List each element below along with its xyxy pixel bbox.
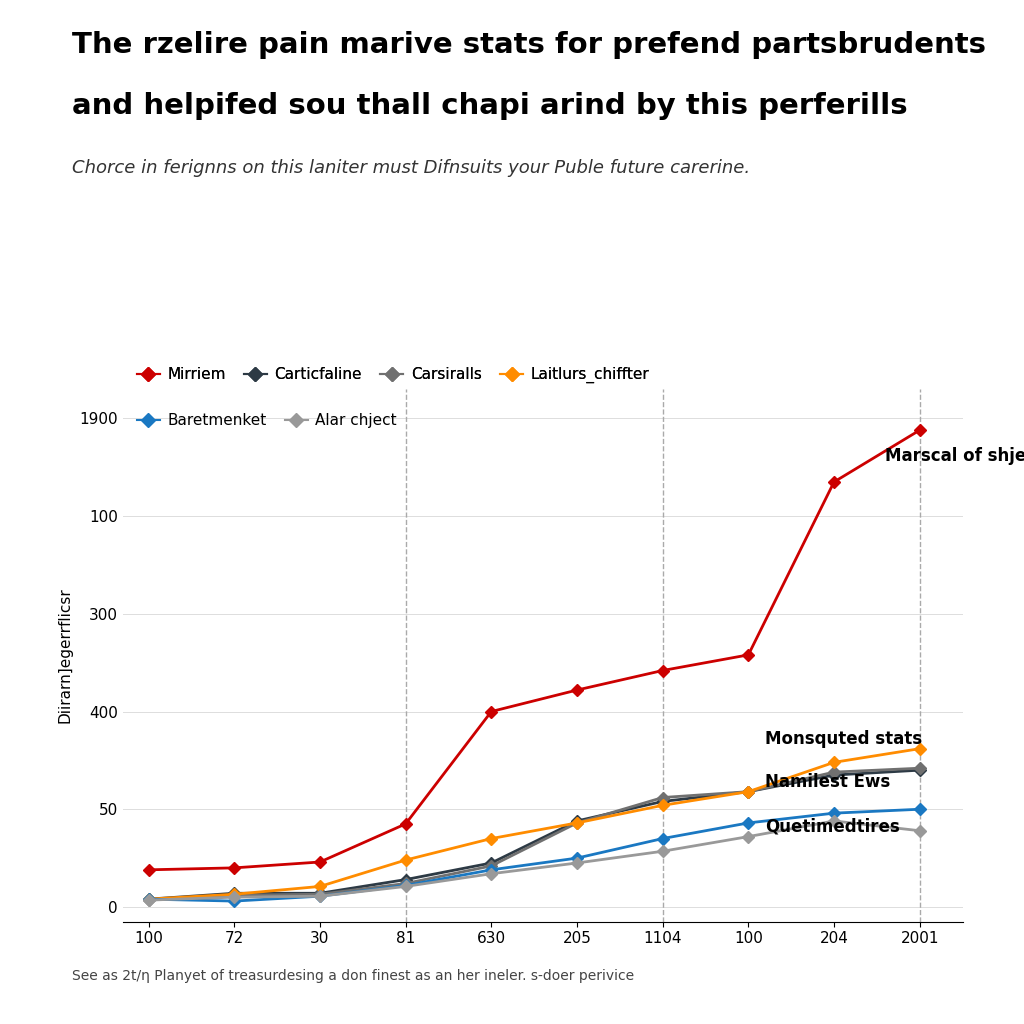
Line: Laitlurs_chiffter: Laitlurs_chiffter [144, 744, 924, 903]
Text: See as 2t/η Planyet of treasurdesing a don finest as an her ineler. s-doer periv: See as 2t/η Planyet of treasurdesing a d… [72, 969, 634, 983]
Carsiralls [913, 762, 926, 774]
Mirriem [827, 476, 840, 488]
Line: Carticfaline: Carticfaline [144, 766, 924, 903]
Text: Chorce in ferignns on this laniter must Difnsuits your Puble future carerine.: Chorce in ferignns on this laniter must … [72, 159, 750, 177]
Alar chject [142, 894, 155, 906]
Laitlurs_chiffter [656, 799, 669, 811]
Carsiralls [656, 792, 669, 804]
Alar chject [313, 890, 326, 902]
Carticfaline [228, 887, 241, 899]
Laitlurs_chiffter [742, 785, 755, 798]
Baretmenket [228, 895, 241, 907]
Mirriem [485, 706, 498, 718]
Carticfaline [142, 893, 155, 905]
Carsiralls [142, 894, 155, 906]
Mirriem [313, 856, 326, 868]
Baretmenket [742, 817, 755, 829]
Line: Carsiralls: Carsiralls [144, 764, 924, 904]
Mirriem [570, 684, 583, 696]
Carticfaline [656, 796, 669, 808]
Baretmenket [313, 890, 326, 902]
Laitlurs_chiffter [228, 888, 241, 900]
Carticfaline [913, 764, 926, 776]
Legend: Baretmenket, Alar chject: Baretmenket, Alar chject [130, 407, 403, 434]
Carticfaline [827, 769, 840, 781]
Y-axis label: Diirarn]egerrflicsr: Diirarn]egerrflicsr [57, 588, 73, 723]
Alar chject [485, 867, 498, 880]
Baretmenket [827, 807, 840, 819]
Text: The rzelire pain marive stats for prefend partsbrudents: The rzelire pain marive stats for prefen… [72, 31, 986, 58]
Carsiralls [485, 860, 498, 872]
Alar chject [742, 830, 755, 843]
Carsiralls [570, 817, 583, 829]
Carticfaline [485, 857, 498, 869]
Mirriem [228, 862, 241, 874]
Mirriem [913, 424, 926, 436]
Laitlurs_chiffter [142, 893, 155, 905]
Baretmenket [913, 803, 926, 815]
Mirriem [656, 665, 669, 677]
Legend: Mirriem, Carticfaline, Carsiralls, Laitlurs_chiffter: Mirriem, Carticfaline, Carsiralls, Laitl… [130, 360, 655, 389]
Mirriem [399, 818, 412, 830]
Line: Baretmenket: Baretmenket [144, 805, 924, 905]
Line: Alar chject: Alar chject [144, 817, 924, 904]
Laitlurs_chiffter [485, 833, 498, 845]
Carticfaline [742, 785, 755, 798]
Carsiralls [228, 889, 241, 901]
Text: Marscal of shject: Marscal of shject [886, 446, 1024, 465]
Carticfaline [570, 815, 583, 827]
Baretmenket [142, 893, 155, 905]
Alar chject [656, 845, 669, 857]
Text: Quetimedtires: Quetimedtires [766, 818, 900, 836]
Laitlurs_chiffter [827, 756, 840, 768]
Carsiralls [827, 766, 840, 778]
Carticfaline [399, 873, 412, 886]
Laitlurs_chiffter [399, 854, 412, 866]
Carsiralls [399, 878, 412, 890]
Carsiralls [742, 785, 755, 798]
Text: Namilest Ews: Namilest Ews [766, 773, 891, 791]
Mirriem [142, 863, 155, 876]
Baretmenket [570, 852, 583, 864]
Carticfaline [313, 887, 326, 899]
Laitlurs_chiffter [570, 817, 583, 829]
Laitlurs_chiffter [313, 881, 326, 893]
Alar chject [827, 815, 840, 827]
Alar chject [913, 824, 926, 837]
Laitlurs_chiffter [913, 742, 926, 755]
Mirriem [742, 649, 755, 662]
Line: Mirriem: Mirriem [144, 426, 924, 874]
Alar chject [399, 881, 412, 893]
Alar chject [570, 857, 583, 869]
Alar chject [228, 891, 241, 903]
Baretmenket [485, 863, 498, 876]
Text: Monsquted stats: Monsquted stats [766, 730, 923, 748]
Baretmenket [399, 880, 412, 892]
Baretmenket [656, 833, 669, 845]
Text: and helpifed sou thall chapi arind by this perferills: and helpifed sou thall chapi arind by th… [72, 92, 907, 120]
Carsiralls [313, 888, 326, 900]
